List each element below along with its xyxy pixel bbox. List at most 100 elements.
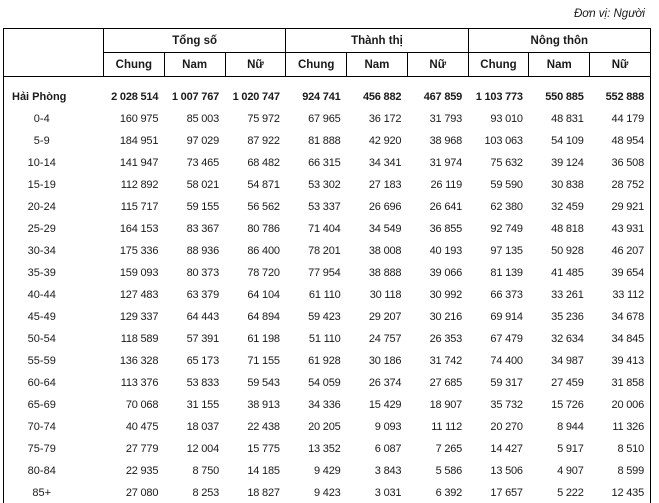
value-cell: 63 379 xyxy=(186,289,220,301)
value-cell: 160 975 xyxy=(119,113,159,125)
value-cell: 36 172 xyxy=(368,113,402,125)
table-row: 0-4 160 975 85 003 75 972 67 965 36 172 31 793… xyxy=(4,108,651,130)
table-row: 45-49 129 337 64 443 64 894 59 423 29 207 30 2… xyxy=(4,306,651,328)
row-label: 30-34 xyxy=(27,245,56,257)
value-cell: 164 153 xyxy=(119,223,159,235)
table-row: Hải Phòng 2 028 514 1 007 767 1 020 747 924 … xyxy=(4,77,651,109)
value-cell: 3 031 xyxy=(374,487,402,499)
table-row: 10-14 141 947 73 465 68 482 66 315 34 341 31 9… xyxy=(4,152,651,174)
value-cell: 53 833 xyxy=(186,377,220,389)
value-cell: 46 207 xyxy=(611,245,645,257)
row-label: 50-54 xyxy=(27,333,56,345)
value-cell: 75 972 xyxy=(247,113,280,125)
value-cell: 136 328 xyxy=(119,355,159,367)
row-label: 55-59 xyxy=(27,355,56,367)
value-cell: 27 779 xyxy=(125,443,159,455)
value-cell: 59 317 xyxy=(490,377,523,389)
value-cell: 141 947 xyxy=(119,157,159,169)
value-cell: 11 326 xyxy=(612,421,644,433)
value-cell: 40 193 xyxy=(429,245,463,257)
value-cell: 15 429 xyxy=(368,399,402,411)
value-cell: 29 921 xyxy=(611,201,645,213)
value-cell: 43 931 xyxy=(611,223,645,235)
value-cell: 115 717 xyxy=(120,201,159,213)
value-cell: 58 021 xyxy=(186,179,220,191)
value-cell: 12 435 xyxy=(611,487,645,499)
value-cell: 86 400 xyxy=(247,245,280,257)
value-cell: 53 302 xyxy=(308,179,341,191)
row-label: 45-49 xyxy=(27,311,56,323)
value-cell: 31 155 xyxy=(186,399,220,411)
value-cell: 2 028 514 xyxy=(111,91,159,103)
value-cell: 27 685 xyxy=(429,377,463,389)
value-cell: 81 139 xyxy=(490,267,523,279)
table-row: 85+ 27 080 8 253 18 827 9 423 3 031 6 392 17 65… xyxy=(4,482,651,503)
value-cell: 54 109 xyxy=(551,135,584,147)
corner-cell xyxy=(3,28,104,77)
value-cell: 73 465 xyxy=(186,157,220,169)
value-cell: 74 400 xyxy=(490,355,523,367)
value-cell: 6 087 xyxy=(374,443,402,455)
value-cell: 30 216 xyxy=(429,311,463,323)
value-cell: 34 549 xyxy=(368,223,402,235)
value-cell: 6 392 xyxy=(435,487,463,499)
value-cell: 17 657 xyxy=(490,487,523,499)
row-label: 20-24 xyxy=(27,201,56,213)
table-row: 20-24 115 717 59 155 56 562 53 337 26 696 26 6… xyxy=(4,196,651,218)
value-cell: 51 110 xyxy=(308,333,341,345)
value-cell: 56 562 xyxy=(247,201,280,213)
col-group-rural: Nông thôn xyxy=(467,28,652,53)
subheader-rural-nam: Nam xyxy=(528,52,591,77)
table-row: 55-59 136 328 65 173 71 155 61 928 30 186 31 7… xyxy=(4,350,651,372)
group-header-row: Tổng số Thành thị Nông thôn xyxy=(3,28,652,77)
value-cell: 30 118 xyxy=(369,289,402,301)
value-cell: 8 750 xyxy=(192,465,220,477)
value-cell: 11 112 xyxy=(431,421,463,433)
table-body: Hải Phòng 2 028 514 1 007 767 1 020 747 924 … xyxy=(4,77,651,503)
value-cell: 30 186 xyxy=(368,355,402,367)
value-cell: 8 510 xyxy=(617,443,644,455)
subheader-urban-nam: Nam xyxy=(346,52,408,77)
row-label: 35-39 xyxy=(27,267,56,279)
value-cell: 69 914 xyxy=(490,311,523,323)
value-cell: 20 006 xyxy=(611,399,645,411)
value-cell: 5 586 xyxy=(435,465,463,477)
value-cell: 35 236 xyxy=(551,311,584,323)
value-cell: 14 427 xyxy=(490,443,523,455)
value-cell: 3 843 xyxy=(374,465,402,477)
row-label: 25-29 xyxy=(27,223,56,235)
row-label: 5-9 xyxy=(33,135,50,147)
value-cell: 552 888 xyxy=(605,91,645,103)
value-cell: 13 352 xyxy=(308,443,341,455)
subheader-urban-chung: Chung xyxy=(285,52,348,77)
value-cell: 38 888 xyxy=(368,267,402,279)
value-cell: 61 928 xyxy=(308,355,341,367)
value-cell: 18 907 xyxy=(429,399,463,411)
subheader-urban-nu: Nữ xyxy=(406,52,469,77)
table-row: 70-74 40 475 18 037 22 438 20 205 9 093 11 112… xyxy=(4,416,651,438)
value-cell: 61 198 xyxy=(247,333,280,345)
value-cell: 129 337 xyxy=(119,311,159,323)
value-cell: 75 632 xyxy=(490,157,523,169)
value-cell: 53 337 xyxy=(308,201,341,213)
value-cell: 31 742 xyxy=(429,355,463,367)
row-label: 60-64 xyxy=(27,377,56,389)
table-row: 50-54 118 589 57 391 61 198 51 110 24 757 26 3… xyxy=(4,328,651,350)
value-cell: 33 112 xyxy=(612,289,644,301)
subheader-total-nam: Nam xyxy=(163,52,226,77)
value-cell: 24 757 xyxy=(368,333,402,345)
table-row: 15-19 112 892 58 021 54 871 53 302 27 183 26 1… xyxy=(4,174,651,196)
row-label: 15-19 xyxy=(27,179,56,191)
value-cell: 39 124 xyxy=(551,157,584,169)
value-cell: 30 838 xyxy=(551,179,584,191)
value-cell: 66 373 xyxy=(490,289,523,301)
value-cell: 26 119 xyxy=(430,179,463,191)
value-cell: 28 752 xyxy=(611,179,645,191)
value-cell: 18 827 xyxy=(247,487,280,499)
value-cell: 78 720 xyxy=(247,267,280,279)
value-cell: 175 336 xyxy=(119,245,159,257)
value-cell: 40 475 xyxy=(125,421,159,433)
value-cell: 67 965 xyxy=(308,113,341,125)
col-group-total: Tổng số xyxy=(102,28,287,53)
